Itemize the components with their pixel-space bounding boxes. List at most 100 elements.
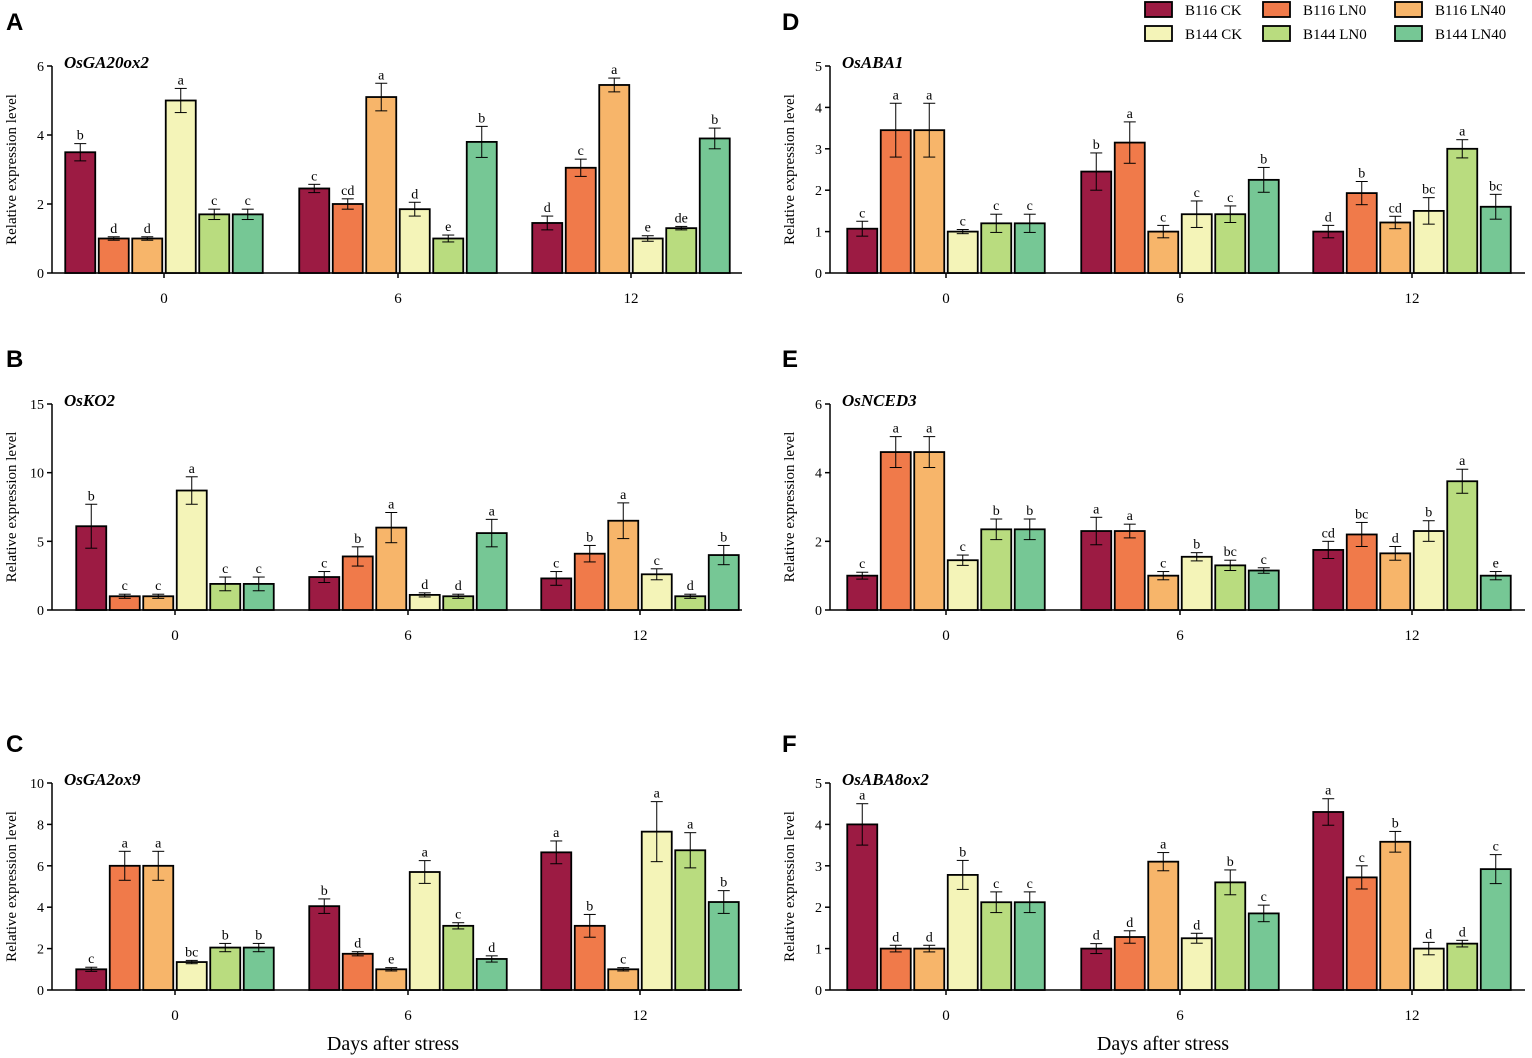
x-tick-label: 0 (171, 1008, 179, 1024)
y-tick-label: 0 (37, 984, 44, 999)
bar-b144-ln0 (1446, 147, 1479, 274)
bar-b144-ln0 (209, 946, 242, 991)
legend: B116 CK B116 LN0 B116 LN40 B144 CK B144 LN0 B… (1144, 1, 1506, 43)
panel-a: A OsGA20ox2 Relative expression level 0 2 4 6 0… (4, 9, 742, 307)
bar-b116-ln40 (1147, 860, 1180, 991)
y-tick-label: 15 (30, 398, 44, 413)
x-tick-label: 0 (942, 1008, 950, 1024)
significance-label: b (1227, 855, 1234, 870)
bar-b144-ln0 (1214, 564, 1247, 611)
bar-b116-ln40 (913, 451, 946, 611)
y-tick-label: 8 (37, 818, 44, 833)
significance-label: a (1093, 502, 1100, 517)
bar-b144-ln40 (707, 901, 740, 991)
bar-b144-ln40 (1479, 574, 1512, 611)
y-tick-label: 0 (815, 604, 822, 619)
bar-b144-ln0 (198, 213, 231, 274)
significance-label: b (1093, 138, 1100, 153)
bar-b144-ln40 (698, 137, 731, 274)
y-tick-label: 1 (815, 226, 822, 241)
bar-b144-ln0 (980, 901, 1013, 991)
bar-b116-ln40 (365, 96, 398, 274)
bar-b144-ln0 (1446, 942, 1479, 991)
bar-b144-ck (1412, 947, 1445, 991)
significance-label: cd (341, 184, 354, 199)
bar-b144-ln40 (242, 946, 275, 991)
legend-label: B144 CK (1185, 27, 1242, 43)
legend-label: B144 LN0 (1303, 27, 1367, 43)
significance-label: b (77, 129, 84, 144)
gene-title: OsABA8ox2 (842, 770, 929, 789)
significance-label: c (88, 952, 94, 967)
bar-b116-ck (531, 222, 564, 274)
significance-label: c (993, 877, 999, 892)
significance-label: d (354, 937, 361, 952)
bar-b116-ln0 (564, 166, 597, 274)
bar-b144-ck (398, 208, 431, 274)
panel-letter: B (6, 346, 23, 373)
y-tick-label: 2 (815, 901, 822, 916)
y-axis-label: Relative expression level (4, 811, 20, 962)
significance-label: c (993, 199, 999, 214)
significance-label: b (1425, 506, 1432, 521)
gene-title: OsGA20ox2 (64, 53, 150, 72)
significance-label: a (926, 422, 933, 437)
significance-label: d (687, 579, 694, 594)
significance-label: c (1261, 890, 1267, 905)
significance-label: c (859, 557, 865, 572)
significance-label: d (110, 222, 117, 237)
y-tick-label: 4 (815, 818, 822, 833)
legend-label: B116 LN40 (1435, 3, 1506, 19)
y-tick-label: 10 (30, 777, 44, 792)
y-tick-label: 5 (815, 777, 822, 792)
bar-b144-ln0 (674, 849, 707, 991)
bar-b144-ln0 (665, 227, 698, 274)
y-tick-label: 0 (37, 604, 44, 619)
bar-b144-ln0 (1446, 480, 1479, 611)
significance-label: b (586, 530, 593, 545)
significance-label: a (422, 846, 429, 861)
significance-label: d (1392, 531, 1399, 546)
x-tick-label: 6 (404, 628, 412, 644)
significance-label: b (255, 928, 262, 943)
bar-b116-ck (1312, 811, 1345, 991)
significance-label: c (654, 554, 660, 569)
significance-label: a (687, 818, 694, 833)
significance-label: a (893, 422, 900, 437)
significance-label: a (489, 504, 496, 519)
x-tick-label: 6 (1176, 1008, 1184, 1024)
bar-b144-ck (1412, 530, 1445, 611)
x-tick-label: 0 (160, 291, 168, 307)
significance-label: a (1127, 509, 1134, 524)
bar-b144-ln40 (1013, 528, 1046, 611)
y-tick-label: 2 (815, 184, 822, 199)
y-tick-label: 6 (37, 60, 44, 75)
significance-label: a (1459, 454, 1466, 469)
significance-label: c (859, 206, 865, 221)
significance-label: a (654, 787, 661, 802)
bar-b144-ck (175, 489, 208, 611)
bar-b116-ck (75, 968, 108, 991)
significance-label: b (711, 113, 718, 128)
gene-title: OsGA2ox9 (64, 770, 141, 789)
significance-label: c (321, 557, 327, 572)
significance-label: d (1425, 927, 1432, 942)
x-tick-label: 12 (633, 1008, 648, 1024)
bar-b144-ln0 (1214, 881, 1247, 991)
significance-label: b (1358, 167, 1365, 182)
bar-b116-ln0 (97, 237, 130, 274)
x-tick-label: 0 (942, 628, 950, 644)
x-tick-label: 6 (404, 1008, 412, 1024)
bar-b144-ln40 (1247, 569, 1280, 611)
significance-label: bc (185, 945, 198, 960)
bar-b116-ck (1312, 549, 1345, 611)
significance-label: b (1026, 504, 1033, 519)
significance-label: a (189, 462, 196, 477)
significance-label: b (88, 489, 95, 504)
significance-label: c (1194, 186, 1200, 201)
y-tick-label: 4 (37, 901, 44, 916)
gene-title: OsNCED3 (842, 391, 917, 410)
